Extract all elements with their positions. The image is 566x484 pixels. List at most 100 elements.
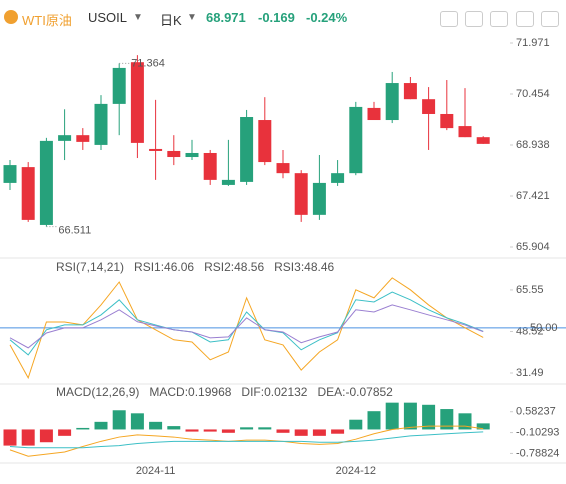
y-tick-label: 67.421 [516, 190, 550, 202]
dropdown-arrow[interactable]: ▼ [133, 12, 143, 23]
candle-body [112, 67, 126, 104]
macd-bar [331, 429, 345, 434]
candle-body [403, 83, 417, 100]
y-tick-label: -0.10293 [516, 426, 559, 438]
header: WTI原油 USOIL ▼ 日K ▼ 68.971 -0.169 -0.24% [0, 0, 566, 34]
macd-bar [276, 429, 290, 433]
candle-body [422, 99, 436, 114]
tool-icon[interactable] [541, 11, 559, 27]
y-tick-label: 65.55 [516, 284, 544, 296]
reference-label: 50.00 [530, 322, 558, 334]
macd-bar [349, 419, 363, 430]
change-pct: -0.24% [306, 10, 348, 25]
candle-body [21, 167, 35, 220]
x-tick-label: 2024-11 [136, 465, 176, 477]
legend-entry: DEA:-0.07852 [317, 385, 393, 399]
y-tick-label: 0.58237 [516, 406, 556, 418]
macd-bar [221, 429, 235, 433]
extreme-label: 66.511 [58, 224, 91, 236]
candle-body [130, 62, 144, 143]
extreme-label: 71.364 [131, 57, 165, 69]
macd-bar [149, 421, 163, 430]
x-tick-label: 2024-12 [336, 465, 376, 477]
candle-body [94, 103, 108, 145]
tool-icon[interactable] [465, 11, 483, 27]
y-tick-label: 48.52 [516, 325, 544, 337]
rsi-line [9, 277, 484, 380]
legend-entry: MACD(12,26,9) [56, 385, 139, 399]
tool-icon[interactable] [490, 11, 508, 27]
rsi-line [9, 304, 484, 349]
macd-bar [258, 427, 272, 430]
candle-body [331, 173, 345, 183]
dropdown-arrow[interactable]: ▼ [187, 12, 197, 23]
macd-bar [3, 429, 17, 446]
y-tick-label: 70.454 [516, 88, 550, 100]
candle-body [221, 179, 235, 185]
tool-icon[interactable] [516, 11, 534, 27]
rsi-line [9, 291, 484, 356]
candle-body [149, 148, 163, 151]
change: -0.169 [258, 10, 295, 25]
period[interactable]: 日K [160, 13, 182, 28]
macd-bar [476, 423, 490, 430]
candle-body [76, 135, 90, 142]
macd-line [9, 425, 484, 457]
candle-body [276, 163, 290, 174]
legend-entry: MACD:0.19968 [149, 385, 231, 399]
tool-icon[interactable] [440, 11, 458, 27]
macd-bar [58, 429, 72, 436]
macd-bar [240, 427, 254, 430]
logo [4, 10, 18, 24]
instrument-name[interactable]: WTI原油 [22, 13, 72, 28]
price: 68.971 [206, 10, 246, 25]
macd-bar [76, 427, 90, 430]
candle-body [476, 137, 490, 144]
symbol[interactable]: USOIL [88, 10, 128, 25]
y-tick-label: 68.938 [516, 139, 550, 151]
candle-body [39, 140, 53, 225]
y-tick-label: 31.49 [516, 367, 544, 379]
candle-body [349, 106, 363, 174]
legend-entry: RSI(7,14,21) [56, 260, 124, 274]
legend-entry: DIF:0.02132 [241, 385, 307, 399]
y-tick-label: 71.971 [516, 37, 550, 49]
candle-body [167, 150, 181, 158]
legend-entry: RSI3:48.46 [274, 260, 334, 274]
macd-bar [385, 402, 399, 430]
macd-bar [422, 404, 436, 430]
candle-body [185, 152, 199, 158]
macd-bar [367, 411, 381, 430]
macd-bar [21, 429, 35, 446]
y-tick-label: 65.904 [516, 241, 550, 253]
candle-body [312, 182, 326, 215]
macd-bar [112, 410, 126, 430]
candle-body [458, 126, 472, 138]
macd-bar [440, 409, 454, 430]
macd-bar [403, 402, 417, 430]
candle-body [3, 165, 17, 183]
candle-body [203, 152, 217, 180]
y-tick-label: -0.78824 [516, 447, 559, 459]
candle-body [240, 117, 254, 182]
macd-bar [203, 429, 217, 432]
candle-body [440, 113, 454, 129]
macd-bar [312, 429, 326, 436]
legend-entry: RSI2:48.56 [204, 260, 264, 274]
candle-body [367, 107, 381, 121]
macd-bar [185, 429, 199, 432]
legend-entry: RSI1:46.06 [134, 260, 194, 274]
macd-bar [94, 421, 108, 430]
macd-bar [167, 426, 181, 430]
candle-body [294, 173, 308, 215]
macd-bar [130, 413, 144, 430]
candle-body [58, 135, 72, 141]
macd-bar [458, 413, 472, 430]
macd-line [9, 431, 484, 449]
candle-body [258, 120, 272, 163]
macd-bar [39, 429, 53, 443]
macd-bar [294, 429, 308, 436]
candle-body [385, 83, 399, 121]
